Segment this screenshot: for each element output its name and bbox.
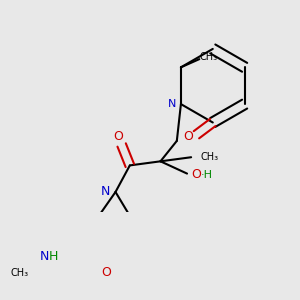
- Text: CH₃: CH₃: [200, 152, 218, 162]
- Text: CH₃: CH₃: [200, 52, 217, 62]
- Text: O: O: [183, 130, 193, 143]
- Text: O: O: [191, 168, 201, 181]
- Text: ·H: ·H: [200, 169, 212, 180]
- Text: N: N: [167, 99, 176, 109]
- Text: H: H: [49, 250, 58, 263]
- Text: CH₃: CH₃: [11, 268, 28, 278]
- Text: N: N: [40, 250, 49, 263]
- Text: N: N: [101, 185, 110, 199]
- Text: O: O: [101, 266, 111, 279]
- Text: O: O: [114, 130, 124, 143]
